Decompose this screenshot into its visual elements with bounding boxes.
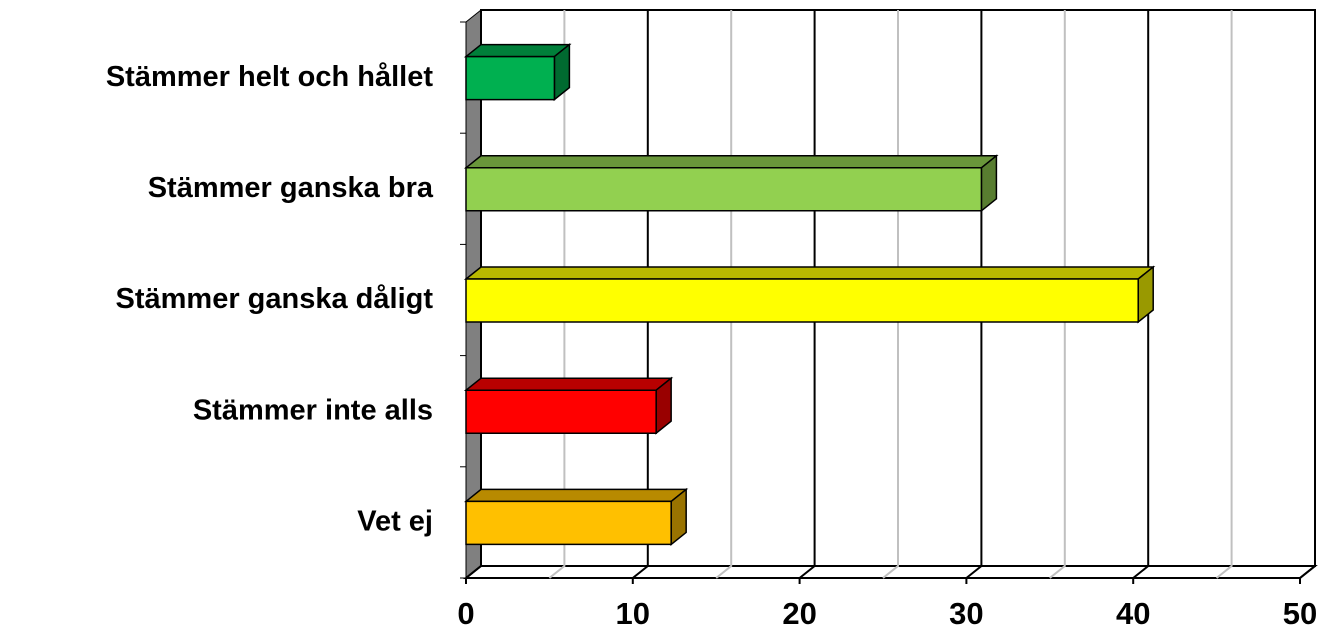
bar-front	[465, 389, 657, 434]
bar-front	[465, 278, 1139, 323]
bar-top	[463, 377, 674, 391]
category-label: Stämmer helt och hållet	[106, 61, 433, 93]
x-tick-label: 0	[457, 596, 474, 631]
category-label: Stämmer inte alls	[193, 394, 433, 426]
category-label: Stämmer ganska bra	[148, 172, 434, 204]
x-tick-label: 10	[616, 596, 650, 631]
bar-front	[465, 55, 556, 101]
category-label: Stämmer ganska dåligt	[116, 283, 434, 315]
bar-top	[463, 155, 999, 169]
bar-top	[463, 43, 572, 58]
bar	[463, 43, 572, 102]
grid-line	[1299, 10, 1316, 579]
x-tick-label: 40	[1116, 596, 1150, 631]
x-tick-label: 30	[949, 596, 983, 631]
bar	[463, 265, 1156, 324]
bar	[463, 487, 689, 546]
bar	[463, 376, 674, 435]
bar-top	[463, 488, 689, 503]
bar	[463, 154, 999, 213]
category-label: Vet ej	[357, 506, 433, 538]
x-tick-label: 50	[1283, 596, 1317, 631]
bar-top	[463, 266, 1156, 280]
x-tick-label: 20	[782, 596, 816, 631]
bar-front	[465, 167, 983, 212]
minor-grid-line	[1049, 10, 1066, 579]
bar-front	[465, 500, 672, 546]
grid-line	[1132, 10, 1150, 579]
minor-grid-line	[1215, 10, 1233, 579]
